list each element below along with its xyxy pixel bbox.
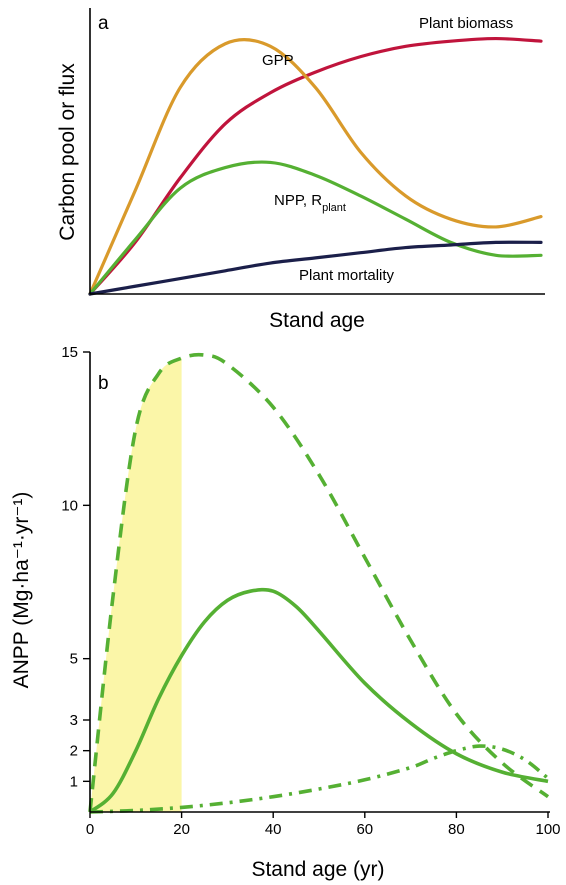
- x-tick-label: 60: [356, 821, 373, 838]
- panel-a-x-axis-label: Stand age: [269, 309, 365, 332]
- panel-b-label: b: [98, 373, 109, 394]
- series-line-npp-rplant: [88, 160, 543, 296]
- series-line-dash-dot: [89, 744, 550, 814]
- label-npp-rplant-main: NPP, R: [274, 192, 322, 209]
- y-tick-label: 2: [70, 743, 78, 760]
- label-plant-mortality: Plant mortality: [299, 267, 395, 284]
- series-line-plant-biomass: [88, 36, 543, 296]
- label-gpp: GPP: [262, 52, 294, 69]
- series-line-plant-mortality: [88, 240, 543, 296]
- x-tick-label: 80: [448, 821, 465, 838]
- x-tick-label: 40: [265, 821, 282, 838]
- x-tick-label: 0: [86, 821, 94, 838]
- panel-b: 0 20 40 60 80 100 1 2 3 5 10 15 b Stand age (yr) AN…: [10, 344, 561, 881]
- panel-a-y-axis-label: Carbon pool or flux: [56, 63, 79, 241]
- panel-b-series-group: [88, 352, 550, 814]
- x-tick-label: 100: [535, 821, 560, 838]
- panel-b-ticks-group: 0 20 40 60 80 100 1 2 3 5 10 15: [61, 344, 560, 838]
- series-line-gpp: [88, 38, 543, 296]
- label-npp-rplant: NPP, Rplant: [274, 192, 346, 214]
- panel-b-x-axis-label: Stand age (yr): [251, 858, 384, 881]
- label-npp-rplant-subscript: plant: [322, 202, 346, 214]
- label-plant-biomass: Plant biomass: [419, 15, 513, 32]
- panel-a: a Stand age Carbon pool or flux Plant bi…: [56, 8, 545, 332]
- y-tick-label: 10: [61, 497, 78, 514]
- x-tick-label: 20: [173, 821, 190, 838]
- y-tick-label: 3: [70, 712, 78, 729]
- y-tick-label: 1: [70, 773, 78, 790]
- panel-a-series-group: [88, 36, 543, 296]
- panel-a-label: a: [98, 13, 109, 34]
- y-tick-label: 15: [61, 344, 78, 361]
- y-tick-label: 5: [70, 651, 78, 668]
- panel-b-y-axis-label: ANPP (Mg·ha⁻¹·yr⁻¹): [10, 492, 33, 689]
- series-line-dashed: [88, 352, 550, 813]
- series-line-solid: [88, 587, 549, 814]
